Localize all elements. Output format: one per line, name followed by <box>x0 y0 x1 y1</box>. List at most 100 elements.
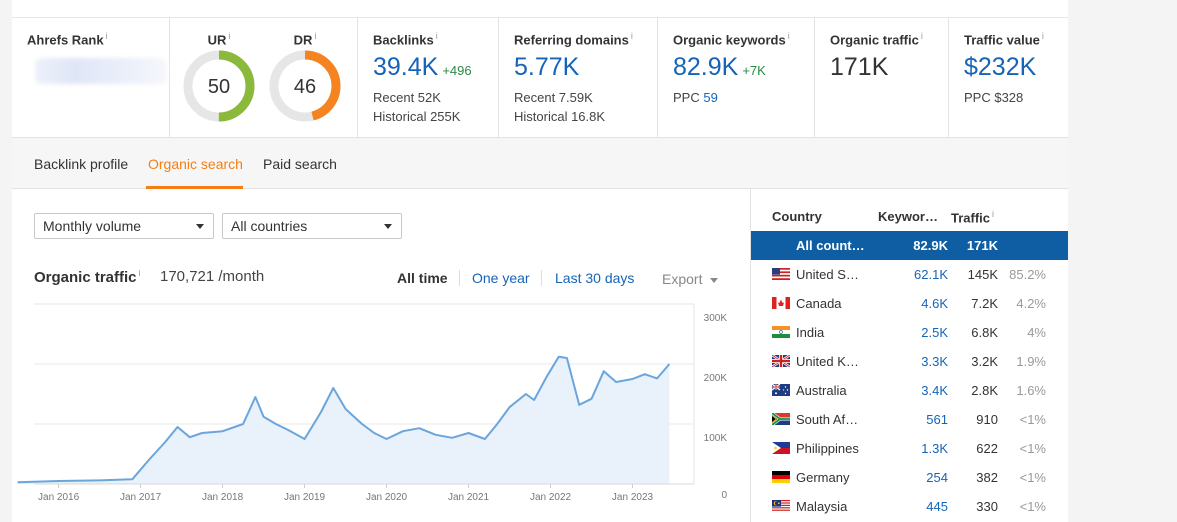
countries-select[interactable]: All countries <box>222 213 402 239</box>
ahrefs-rank-value-blurred <box>35 58 167 84</box>
country-row[interactable]: Germany 254 382 <1% <box>751 463 1068 492</box>
ur-label: UR <box>207 32 227 48</box>
info-icon[interactable]: i <box>138 268 141 278</box>
country-row-all[interactable]: All count… 82.9K 171K <box>751 231 1068 260</box>
country-row[interactable]: Philippines 1.3K 622 <1% <box>751 434 1068 463</box>
country-row[interactable]: United K… 3.3K 3.2K 1.9% <box>751 347 1068 376</box>
country-keywords[interactable]: 2.5K <box>921 325 948 340</box>
country-row[interactable]: South Af… 561 910 <1% <box>751 405 1068 434</box>
col-keywords[interactable]: Keywor… <box>878 209 938 224</box>
referring-domains-historical: Historical 16.8K <box>514 109 606 125</box>
x-tick-label: Jan 2018 <box>202 492 244 503</box>
country-keywords[interactable]: 561 <box>926 412 948 427</box>
col-country[interactable]: Country <box>772 209 822 224</box>
country-traffic: 910 <box>976 412 998 427</box>
organic-traffic-value: 171K <box>830 53 889 82</box>
tab-backlink-profile[interactable]: Backlink profile <box>34 156 129 172</box>
referring-domains-cell: Referring domains i 5.77K Recent 7.59K His… <box>499 18 658 138</box>
country-keywords[interactable]: 445 <box>926 499 948 514</box>
country-row[interactable]: United S… 62.1K 145K 85.2% <box>751 260 1068 289</box>
dr-ring: 46 <box>269 50 341 122</box>
country-traffic-share: 85.2% <box>1009 267 1046 282</box>
flag-us-icon <box>772 268 790 280</box>
referring-domains-label: Referring domains <box>514 32 629 48</box>
info-icon[interactable]: i <box>105 31 108 41</box>
y-tick-label: 100K <box>704 433 728 444</box>
backlinks-delta: +496 <box>442 63 472 79</box>
referring-domains-value[interactable]: 5.77K <box>514 53 580 82</box>
country-keywords[interactable]: 254 <box>926 470 948 485</box>
organic-traffic-monthly: 170,721 /month <box>160 268 265 285</box>
ppc-keywords-link[interactable]: 59 <box>703 90 718 106</box>
range-one-year[interactable]: One year <box>472 270 530 286</box>
country-traffic-share: <1% <box>1019 499 1046 514</box>
x-tick-label: Jan 2019 <box>284 492 326 503</box>
tab-organic-search[interactable]: Organic search <box>148 156 243 172</box>
organic-keywords-cell: Organic keywords i 82.9K +7K PPC 59 <box>658 18 815 138</box>
info-icon[interactable]: i <box>435 31 438 41</box>
traffic-value-value[interactable]: $232K <box>964 53 1037 82</box>
country-row[interactable]: Malaysia 445 330 <1% <box>751 492 1068 521</box>
info-icon[interactable]: i <box>992 209 995 219</box>
country-traffic: 3.2K <box>971 354 998 369</box>
countries-table: Country Keywor… Traffic i All count… 82.9K… <box>750 189 1068 522</box>
referring-domains-recent: Recent 7.59K <box>514 90 593 106</box>
ahrefs-rank-cell: Ahrefs Rank i <box>12 18 170 138</box>
volume-select-value: Monthly volume <box>43 218 142 234</box>
info-icon[interactable]: i <box>228 31 231 41</box>
flag-ca-icon <box>772 297 790 309</box>
col-traffic[interactable]: Traffic i <box>951 209 994 225</box>
organic-traffic-chart: 300K 200K 100K 0 Jan 2016 Jan 2017 Jan 2018 Jan… <box>17 303 728 503</box>
organic-traffic-heading: Organic traffic i <box>34 268 141 286</box>
info-icon[interactable]: i <box>630 31 633 41</box>
organic-keywords-value[interactable]: 82.9K <box>673 53 739 82</box>
x-tick-label: Jan 2023 <box>612 492 654 503</box>
country-name: India <box>796 325 825 340</box>
tab-paid-search[interactable]: Paid search <box>263 156 337 172</box>
info-icon[interactable]: i <box>314 31 317 41</box>
flag-au-icon <box>772 384 790 396</box>
dr-gauge[interactable]: DR i 46 <box>266 31 344 125</box>
volume-select[interactable]: Monthly volume <box>34 213 214 239</box>
country-keywords[interactable]: 62.1K <box>914 267 948 282</box>
export-button[interactable]: Export <box>662 271 719 287</box>
country-keywords[interactable]: 1.3K <box>921 441 948 456</box>
traffic-value-cell: Traffic value i $232K PPC $328 <box>949 18 1068 138</box>
range-all-time[interactable]: All time <box>397 270 448 286</box>
country-row[interactable]: India 2.5K 6.8K 4% <box>751 318 1068 347</box>
backlinks-value[interactable]: 39.4K <box>373 53 439 82</box>
report-tabs: Backlink profile Organic search Paid sea… <box>12 138 1068 189</box>
country-keywords[interactable]: 4.6K <box>921 296 948 311</box>
flag-za-icon <box>772 413 790 425</box>
organic-keywords-label: Organic keywords <box>673 32 786 48</box>
info-icon[interactable]: i <box>920 31 923 41</box>
range-last-30-days[interactable]: Last 30 days <box>555 270 635 286</box>
country-traffic: 7.2K <box>971 296 998 311</box>
country-keywords[interactable]: 3.3K <box>921 354 948 369</box>
country-traffic: 330 <box>976 499 998 514</box>
country-traffic: 382 <box>976 470 998 485</box>
country-name: Philippines <box>796 441 859 456</box>
info-icon[interactable]: i <box>787 31 790 41</box>
country-traffic: 622 <box>976 441 998 456</box>
info-icon[interactable]: i <box>1041 31 1044 41</box>
ur-gauge[interactable]: UR i 50 <box>180 31 258 125</box>
country-keywords[interactable]: 3.4K <box>921 383 948 398</box>
ahrefs-rank-label: Ahrefs Rank <box>27 32 104 48</box>
x-tick-label: Jan 2022 <box>530 492 572 503</box>
country-keywords[interactable]: 82.9K <box>913 238 948 253</box>
backlinks-recent: Recent 52K <box>373 90 441 106</box>
country-name: Australia <box>796 383 847 398</box>
country-traffic-share: <1% <box>1019 441 1046 456</box>
country-row[interactable]: Australia 3.4K 2.8K 1.6% <box>751 376 1068 405</box>
traffic-value-label: Traffic value <box>964 32 1040 48</box>
y-tick-label: 200K <box>704 373 728 384</box>
country-traffic-share: 4% <box>1027 325 1046 340</box>
country-traffic: 145K <box>967 267 998 282</box>
site-explorer-panel: Ahrefs Rank i UR i 50 DR i 46 Backlinks i 39… <box>12 0 1068 522</box>
organic-traffic-cell: Organic traffic i 171K <box>815 18 949 138</box>
country-row[interactable]: Canada 4.6K 7.2K 4.2% <box>751 289 1068 318</box>
chart-title: Organic traffic <box>34 269 137 286</box>
x-tick-label: Jan 2020 <box>366 492 408 503</box>
ur-ring: 50 <box>183 50 255 122</box>
